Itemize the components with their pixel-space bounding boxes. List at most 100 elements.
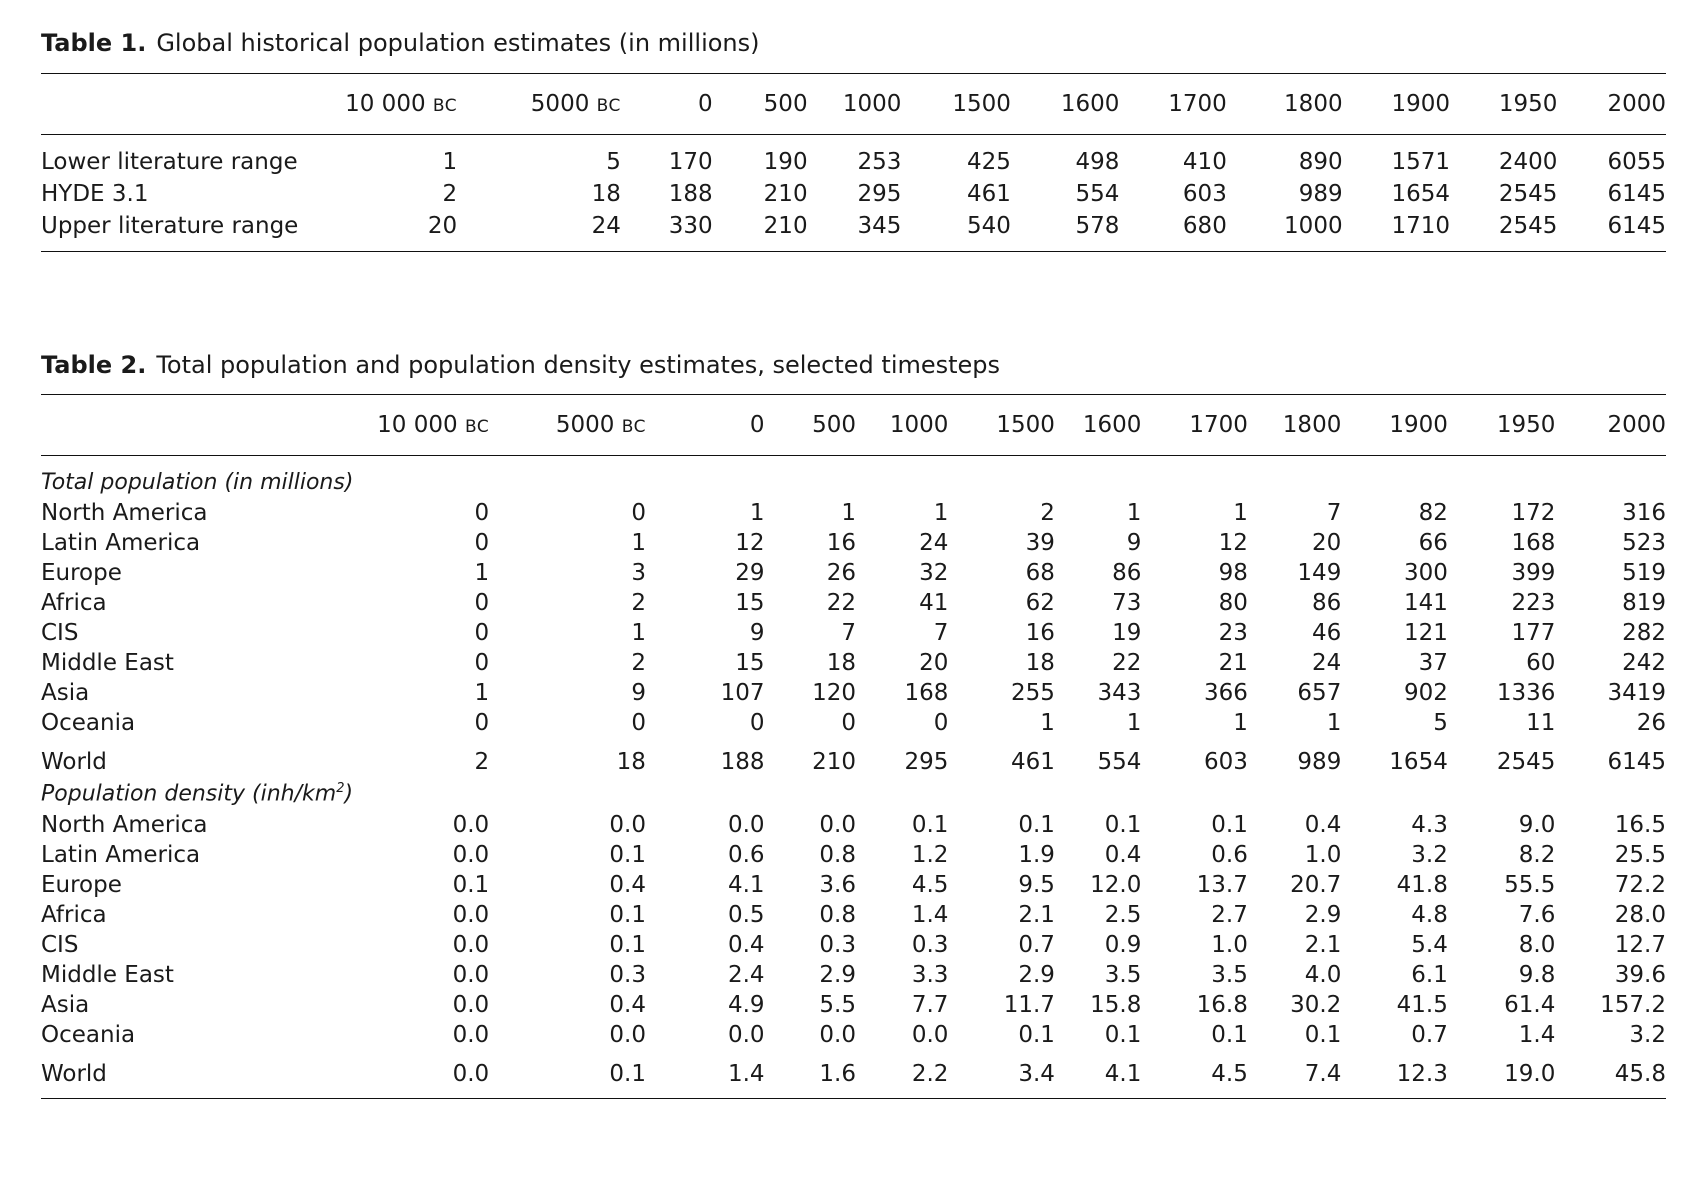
table-2-population-row: Europe 1 3 29 26 32 68 86 98 149 300 399 519 — [41, 558, 1666, 588]
table-1-col-header: 0 — [621, 74, 713, 134]
table-2-density-row: Latin America 0.0 0.1 0.6 0.8 1.2 1.9 0.4 0.6 1.0… — [41, 840, 1666, 870]
table-2-cell: 1336 — [1496, 680, 1556, 706]
table-2-row-label: Europe — [41, 872, 122, 898]
table-2-cell: 461 — [1011, 749, 1055, 775]
table-2-cell: 5.4 — [1411, 932, 1448, 958]
table-2-cell: 4.5 — [1211, 1061, 1248, 1087]
table-2-cell: 0.8 — [819, 902, 856, 928]
table-2-cell: 0.1 — [609, 1061, 646, 1087]
table-2-cell: 603 — [1203, 749, 1248, 775]
table-2-cell: 223 — [1511, 590, 1556, 616]
table-1-cell: 2 — [442, 181, 458, 207]
table-2-cell: 120 — [812, 680, 856, 706]
table-1-cell: 890 — [1298, 149, 1343, 175]
table-2-cell: 0 — [841, 710, 856, 736]
table-1-header-corner — [41, 74, 297, 134]
table-2-row-label: Middle East — [41, 650, 174, 676]
table-2-cell: 1 — [474, 680, 490, 706]
table-2-cell: 62 — [1025, 590, 1055, 616]
table-2-cell: 168 — [904, 680, 949, 706]
table-2-cell: 554 — [1097, 749, 1142, 775]
table-2-cell: 41.8 — [1396, 872, 1448, 898]
table-2-cell: 30.2 — [1290, 992, 1342, 1018]
table-2-cell: 2.9 — [1018, 962, 1055, 988]
table-2-cell: 4.3 — [1411, 812, 1448, 838]
table-2-cell: 16.8 — [1196, 992, 1248, 1018]
table-2-cell: 0.0 — [452, 932, 490, 958]
table-1-cell: 1710 — [1391, 213, 1451, 239]
table-2-caption: Table 2. Total population and population … — [41, 350, 1666, 380]
table-2-col-header: 5000 BC — [489, 395, 646, 455]
table-1-cell: 2545 — [1498, 181, 1558, 207]
table-2-population-total-row: World 2 18 188 210 295 461 554 603 989 1654 2545 614… — [41, 746, 1666, 778]
table-2-cell: 9.0 — [1518, 812, 1556, 838]
table-2-cell: 1 — [1126, 500, 1142, 526]
table-2-cell: 2.2 — [911, 1061, 949, 1087]
table-2-cell: 2.4 — [727, 962, 765, 988]
table-2-cell: 1.6 — [819, 1061, 856, 1087]
table-2-density-row: Middle East 0.0 0.3 2.4 2.9 3.3 2.9 3.5 3.5 4.0 6.… — [41, 960, 1666, 990]
table-2-cell: 1 — [474, 560, 490, 586]
table-2-cell: 4.9 — [727, 992, 765, 1018]
table-2-cell: 819 — [1622, 590, 1666, 616]
table-2-row-label: Asia — [41, 992, 90, 1018]
table-2-cell: 0.3 — [911, 932, 949, 958]
table-1-caption: Table 1. Global historical population est… — [41, 28, 1666, 58]
table-1-header-rule — [41, 134, 1666, 135]
table-2-cell: 1 — [1126, 710, 1142, 736]
table-2-cell: 0 — [631, 500, 646, 526]
table-2-cell: 82 — [1418, 500, 1448, 526]
table-1-cell: 6145 — [1607, 213, 1666, 239]
table-2-cell: 0 — [474, 710, 490, 736]
table-2-population-row: Africa 0 2 15 22 41 62 73 80 86 141 223 819 — [41, 588, 1666, 618]
table-2-col-header: 10 000 BC — [359, 395, 490, 455]
table-1-col-era: BC — [596, 96, 621, 116]
table-2-cell: 15 — [735, 650, 765, 676]
table-2-cell: 2.1 — [1304, 932, 1342, 958]
table-2-cell: 2545 — [1496, 749, 1556, 775]
table-2-row-label: CIS — [41, 932, 79, 958]
table-1-cell: 603 — [1182, 181, 1227, 207]
table-2-cell: 15 — [735, 590, 765, 616]
table-2-cell: 16.5 — [1614, 812, 1666, 838]
table-2-cell: 32 — [919, 560, 949, 586]
table-2-cell: 61.4 — [1504, 992, 1556, 1018]
table-2-cell: 141 — [1403, 590, 1448, 616]
table-2-cell: 5 — [1433, 710, 1448, 736]
table-2-cell: 26 — [826, 560, 856, 586]
table-1-col-header: 500 — [713, 74, 808, 134]
table-1-header-row: 10 000 BC 5000 BC 0 500 1000 1500 1600 1700 1800… — [41, 74, 1666, 134]
table-2-cell: 0 — [474, 650, 490, 676]
table-1-cell: 540 — [967, 213, 1011, 239]
table-1-cell: 6145 — [1607, 181, 1666, 207]
table-1-row-label: Upper literature range — [41, 213, 299, 239]
table-2-cell: 210 — [812, 749, 856, 775]
table-1-col-header: 1600 — [1011, 74, 1120, 134]
table-1-row-label: HYDE 3.1 — [41, 181, 149, 207]
table-1-cell: 425 — [967, 149, 1011, 175]
table-2-cell: 0.1 — [1104, 1022, 1142, 1048]
table-2-cell: 255 — [1011, 680, 1055, 706]
table-1-title: Global historical population estimates (… — [156, 29, 760, 57]
table-2-col-year: 0 — [749, 412, 765, 438]
table-2-cell: 6.1 — [1411, 962, 1448, 988]
table-1-col-year: 0 — [698, 91, 713, 117]
table-2-cell: 0 — [749, 710, 765, 736]
table-1-row: HYDE 3.1 2 18 188 210 295 461 554 603 989 1654 2545… — [41, 178, 1666, 210]
table-2-col-year: 5000 — [555, 412, 615, 438]
table-1-cell: 2400 — [1498, 149, 1558, 175]
table-1-col-year: 1800 — [1284, 91, 1343, 117]
table-2-cell: 242 — [1622, 650, 1666, 676]
table-2-cell: 0.3 — [609, 962, 646, 988]
table-1-cell: 345 — [857, 213, 902, 239]
table-2-cell: 3.2 — [1411, 842, 1448, 868]
table-2-cell: 23 — [1218, 620, 1248, 646]
table-2-cell: 66 — [1418, 530, 1448, 556]
table-1-top-rule — [41, 73, 1666, 74]
table-2-cell: 2 — [631, 650, 646, 676]
table-2-cell: 1 — [1326, 710, 1342, 736]
table-2-cell: 0.1 — [609, 842, 646, 868]
table-2-row-label: Africa — [41, 590, 107, 616]
table-1-cell: 210 — [763, 181, 808, 207]
table-2-header-rule — [41, 455, 1666, 456]
